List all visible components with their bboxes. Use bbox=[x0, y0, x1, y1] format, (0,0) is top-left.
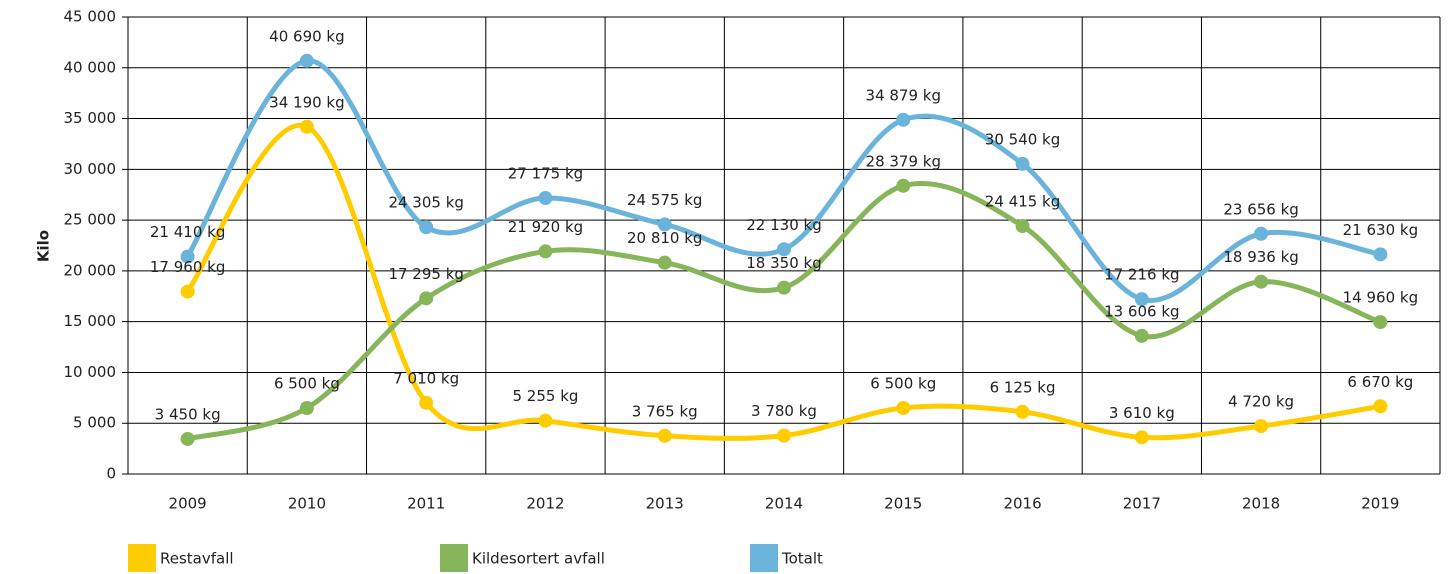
point bbox=[419, 395, 434, 410]
data-label: 6 670 kg bbox=[1347, 373, 1413, 391]
data-label: 14 960 kg bbox=[1343, 289, 1418, 307]
point bbox=[180, 284, 195, 299]
y-axis-label: Kilo bbox=[35, 230, 53, 262]
x-tick-label: 2019 bbox=[1361, 495, 1399, 513]
x-tick-label: 2011 bbox=[407, 495, 445, 513]
point bbox=[657, 217, 672, 232]
point bbox=[1373, 399, 1388, 414]
data-label: 18 350 kg bbox=[746, 254, 821, 272]
point bbox=[180, 249, 195, 264]
data-label: 28 379 kg bbox=[866, 152, 941, 170]
y-tick-label: 10 000 bbox=[64, 363, 117, 381]
point bbox=[299, 53, 314, 68]
point bbox=[1254, 274, 1269, 289]
data-label: 40 690 kg bbox=[269, 27, 344, 45]
data-label: 5 255 kg bbox=[512, 387, 578, 405]
series-line bbox=[187, 180, 1382, 442]
data-label: 24 305 kg bbox=[388, 194, 463, 212]
point bbox=[896, 178, 911, 193]
point bbox=[1134, 430, 1149, 445]
data-label: 24 415 kg bbox=[985, 193, 1060, 211]
point bbox=[1373, 247, 1388, 262]
y-tick-label: 20 000 bbox=[64, 261, 117, 279]
legend-swatch bbox=[440, 544, 468, 572]
legend-label: Restavfall bbox=[160, 550, 234, 568]
y-tick-label: 15 000 bbox=[64, 312, 117, 330]
data-label: 3 450 kg bbox=[155, 405, 221, 423]
data-label: 17 295 kg bbox=[388, 265, 463, 283]
point bbox=[896, 400, 911, 415]
legend-swatch bbox=[750, 544, 778, 572]
y-tick-label: 0 bbox=[106, 465, 116, 483]
legend-label: Kildesortert avfall bbox=[472, 550, 605, 568]
point bbox=[299, 400, 314, 415]
data-label: 3 780 kg bbox=[751, 402, 817, 420]
point bbox=[1015, 404, 1030, 419]
data-label: 21 630 kg bbox=[1343, 221, 1418, 239]
data-label: 23 656 kg bbox=[1223, 200, 1298, 218]
point bbox=[777, 242, 791, 257]
data-label: 6 125 kg bbox=[990, 378, 1056, 396]
data-label: 21 920 kg bbox=[508, 218, 583, 236]
legend-swatch bbox=[128, 544, 156, 572]
data-label: 21 410 kg bbox=[150, 223, 225, 241]
point bbox=[1015, 219, 1030, 234]
data-label: 34 879 kg bbox=[866, 86, 941, 104]
point bbox=[1254, 419, 1269, 434]
y-tick-label: 45 000 bbox=[64, 8, 117, 26]
point bbox=[538, 413, 553, 428]
x-tick-label: 2017 bbox=[1123, 495, 1161, 513]
data-label: 3 610 kg bbox=[1109, 404, 1175, 422]
y-tick-label: 40 000 bbox=[64, 58, 117, 76]
data-label: 6 500 kg bbox=[274, 374, 340, 392]
point bbox=[777, 280, 791, 295]
point bbox=[538, 244, 553, 259]
point bbox=[419, 291, 434, 306]
point bbox=[299, 119, 314, 134]
y-tick-label: 25 000 bbox=[64, 211, 117, 229]
data-label: 6 500 kg bbox=[870, 374, 936, 392]
point bbox=[419, 220, 434, 235]
data-label: 24 575 kg bbox=[627, 191, 702, 209]
data-label: 4 720 kg bbox=[1228, 393, 1294, 411]
point bbox=[538, 191, 553, 206]
data-label: 13 606 kg bbox=[1104, 302, 1179, 320]
point bbox=[657, 255, 672, 270]
data-label: 30 540 kg bbox=[985, 130, 1060, 148]
y-tick-label: 30 000 bbox=[64, 160, 117, 178]
point bbox=[1254, 226, 1269, 241]
point bbox=[777, 428, 791, 443]
data-label: 20 810 kg bbox=[627, 229, 702, 247]
data-label: 7 010 kg bbox=[393, 369, 459, 387]
data-label: 3 765 kg bbox=[632, 402, 698, 420]
data-label: 34 190 kg bbox=[269, 93, 344, 111]
x-tick-label: 2018 bbox=[1242, 495, 1280, 513]
x-tick-label: 2013 bbox=[646, 495, 684, 513]
point bbox=[1373, 315, 1388, 330]
x-tick-label: 2016 bbox=[1003, 495, 1041, 513]
data-label: 18 936 kg bbox=[1223, 248, 1298, 266]
data-label: 17 216 kg bbox=[1104, 266, 1179, 284]
point bbox=[1134, 328, 1149, 343]
data-label: 17 960 kg bbox=[150, 258, 225, 276]
legend-label: Totalt bbox=[781, 550, 823, 568]
point bbox=[1015, 156, 1030, 171]
x-tick-label: 2010 bbox=[288, 495, 326, 513]
data-label: 22 130 kg bbox=[746, 216, 821, 234]
point bbox=[180, 431, 195, 446]
series-line bbox=[185, 58, 1381, 303]
point bbox=[1134, 292, 1149, 307]
x-tick-label: 2009 bbox=[169, 495, 207, 513]
x-tick-label: 2012 bbox=[526, 495, 564, 513]
point bbox=[896, 112, 911, 127]
series-line bbox=[185, 122, 1381, 441]
point bbox=[657, 428, 672, 443]
data-label: 27 175 kg bbox=[508, 165, 583, 183]
x-tick-label: 2014 bbox=[765, 495, 803, 513]
x-tick-label: 2015 bbox=[884, 495, 922, 513]
y-tick-label: 35 000 bbox=[64, 109, 117, 127]
y-tick-label: 5 000 bbox=[73, 414, 116, 432]
